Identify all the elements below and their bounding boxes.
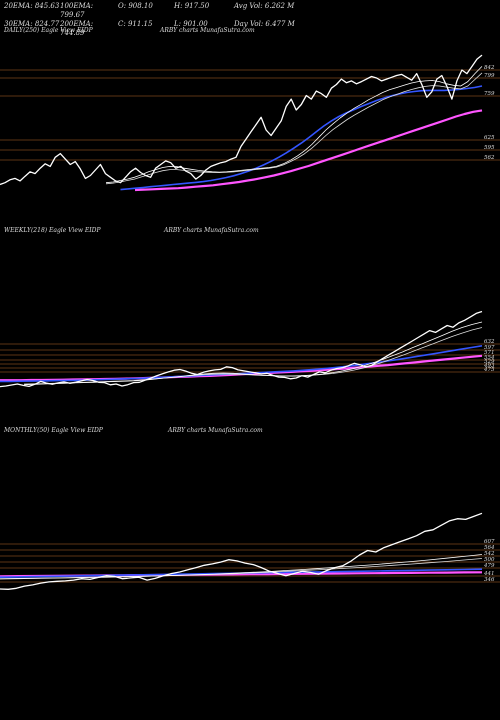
daily-level-label-595: 595 bbox=[484, 145, 495, 151]
high-readout: H: 917.50 bbox=[174, 2, 210, 10]
close-readout: C: 911.15 bbox=[118, 20, 153, 28]
daily-panel-credit: ARBY charts MunafaSutra.com bbox=[159, 27, 255, 34]
daily-level-label-799: 799 bbox=[484, 73, 495, 79]
ema20-readout: 20EMA: 845.63 bbox=[4, 2, 60, 10]
monthly-panel-credit: ARBY charts MunafaSutra.com bbox=[167, 427, 263, 434]
daily-panel-label: DAILY(250) Eagle View EIDP bbox=[3, 27, 94, 34]
daily-level-label-625: 625 bbox=[484, 135, 495, 141]
low-readout: L: 901.00 bbox=[174, 20, 208, 28]
monthly-ema20-line bbox=[0, 554, 483, 580]
daily-ema200-line bbox=[134, 109, 483, 192]
stats-row-1: 20EMA: 845.63 100EMA: 799.67 O: 908.10 H… bbox=[4, 2, 496, 20]
daily-level-label-562: 562 bbox=[484, 155, 495, 161]
weekly-panel-label: WEEKLY(218) Eagle View EIDP bbox=[4, 227, 101, 234]
stats-header: 20EMA: 845.63 100EMA: 799.67 O: 908.10 H… bbox=[4, 2, 496, 38]
ema100-readout: 100EMA: 799.67 bbox=[60, 2, 94, 19]
daily-ema30-line bbox=[105, 72, 483, 185]
weekly-price-line bbox=[0, 310, 483, 388]
monthly-level-label-542: 542 bbox=[484, 551, 495, 557]
monthly-panel-label: MONTHLY(50) Eagle View EIDP bbox=[3, 427, 104, 434]
daily-ema100-line bbox=[120, 85, 483, 191]
stats-row-2: 30EMA: 824.77 200EMA: 744.89 C: 911.15 L… bbox=[4, 20, 496, 38]
weekly-chart: WEEKLY(218) Eagle View EIDP ARBY charts … bbox=[0, 227, 500, 388]
monthly-level-label-607: 607 bbox=[484, 539, 495, 545]
monthly-level-label-479: 479 bbox=[483, 563, 495, 569]
weekly-level-label-632: 632 bbox=[484, 339, 495, 345]
daily-level-label-759: 759 bbox=[484, 91, 495, 97]
avgvol-readout: Avg Vol: 6.262 M bbox=[234, 2, 295, 10]
daily-level-label-842: 842 bbox=[484, 65, 495, 71]
ema30-readout: 30EMA: 824.77 bbox=[4, 20, 60, 28]
dayvol-readout: Day Vol: 6.477 M bbox=[234, 20, 295, 28]
daily-ema20-line bbox=[105, 66, 483, 184]
weekly-ema30-line bbox=[24, 327, 483, 385]
daily-lines bbox=[0, 54, 483, 192]
daily-levels: 842 799 759 625 595 562 bbox=[0, 65, 500, 161]
weekly-panel-credit: ARBY charts MunafaSutra.com bbox=[163, 227, 259, 234]
monthly-price-line bbox=[0, 512, 483, 590]
monthly-level-label-441: 441 bbox=[483, 571, 495, 577]
monthly-lines bbox=[0, 512, 483, 590]
monthly-level-label-500: 500 bbox=[484, 557, 495, 563]
monthly-chart: MONTHLY(50) Eagle View EIDP ARBY charts … bbox=[0, 427, 500, 590]
weekly-level-label-529: 529 bbox=[484, 359, 495, 365]
monthly-level-label-564: 564 bbox=[484, 545, 495, 551]
monthly-level-label-346: 346 bbox=[484, 577, 495, 583]
weekly-level-label-493: 493 bbox=[483, 363, 495, 369]
daily-price-line bbox=[0, 54, 483, 186]
weekly-level-label-571: 571 bbox=[484, 350, 495, 356]
ema200-readout: 200EMA: 744.89 bbox=[60, 20, 94, 37]
weekly-level-label-475: 475 bbox=[483, 367, 495, 373]
open-readout: O: 908.10 bbox=[118, 2, 153, 10]
weekly-lines bbox=[0, 310, 483, 388]
weekly-level-label-597: 597 bbox=[484, 345, 495, 351]
daily-chart: DAILY(250) Eagle View EIDP ARBY charts M… bbox=[0, 27, 500, 192]
weekly-level-label-554: 554 bbox=[484, 355, 495, 361]
